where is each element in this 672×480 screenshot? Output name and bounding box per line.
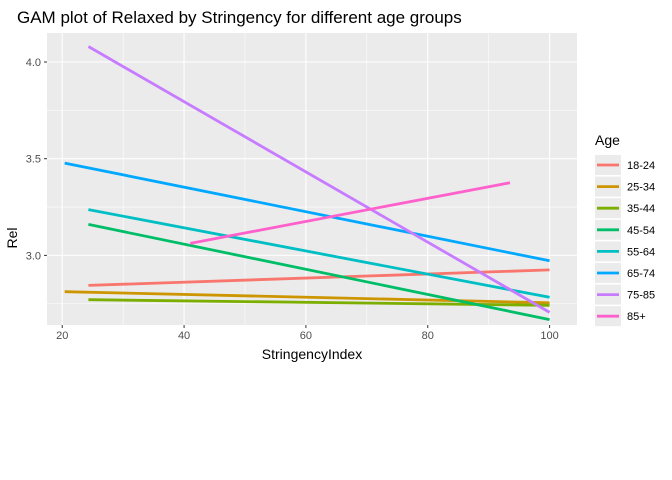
x-tick-label: 100 xyxy=(540,330,558,342)
x-tick-label: 40 xyxy=(178,330,190,342)
legend-title: Age xyxy=(595,132,620,148)
series-line-18-24 xyxy=(88,268,550,287)
y-axis: 3.0 3.5 4.0 xyxy=(26,57,47,262)
series-lines xyxy=(64,45,551,321)
legend-label-35-44: 35-44 xyxy=(627,203,655,215)
x-tick-label: 60 xyxy=(300,330,312,342)
legend-label-85+: 85+ xyxy=(627,311,646,323)
legend-label-18-24: 18-24 xyxy=(627,160,655,172)
x-tick-label: 80 xyxy=(422,330,434,342)
y-axis-title: Rel xyxy=(4,227,20,248)
y-tick-label: 4.0 xyxy=(26,57,41,69)
legend-label-75-85: 75-85 xyxy=(627,290,655,302)
series-line-25-34 xyxy=(64,290,550,305)
y-tick-label: 3.0 xyxy=(26,250,41,262)
series-line-45-54 xyxy=(88,223,550,321)
x-axis-title: StringencyIndex xyxy=(262,346,362,362)
legend-label-45-54: 45-54 xyxy=(627,225,655,237)
series-line-85+ xyxy=(189,181,511,245)
major-gridlines xyxy=(47,33,577,325)
x-tick-label: 20 xyxy=(56,330,68,342)
series-line-55-64 xyxy=(88,208,550,299)
y-tick-label: 3.5 xyxy=(26,154,41,166)
minor-gridlines xyxy=(47,33,577,325)
chart-title: GAM plot of Relaxed by Stringency for di… xyxy=(17,8,462,27)
series-line-75-85 xyxy=(87,45,551,314)
legend-label-55-64: 55-64 xyxy=(627,246,655,258)
legend-label-65-74: 65-74 xyxy=(627,268,655,280)
legend-label-25-34: 25-34 xyxy=(627,182,655,194)
series-line-65-74 xyxy=(64,161,550,263)
x-axis: 20 40 60 80 100 xyxy=(56,325,559,342)
legend: Age 18-24 25-34 35-44 45-54 55-64 65-74 75-85 8… xyxy=(595,132,655,330)
